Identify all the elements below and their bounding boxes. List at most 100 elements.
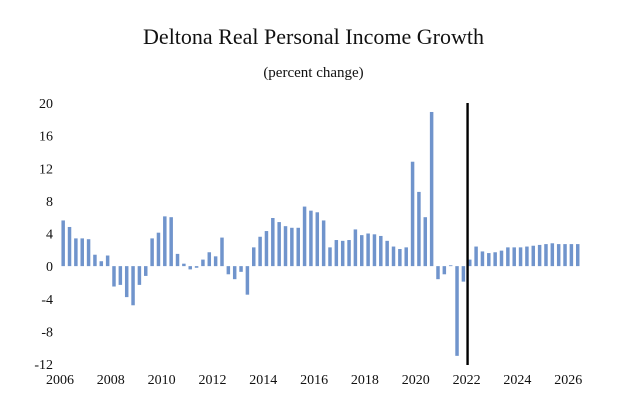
x-tick-label: 2010	[148, 373, 176, 388]
bar	[506, 247, 510, 267]
x-tick-label: 2018	[351, 373, 379, 388]
bar	[423, 217, 428, 267]
bar	[321, 220, 326, 267]
bar	[232, 266, 237, 280]
bar	[239, 266, 243, 272]
bar	[124, 266, 129, 298]
bar	[575, 244, 580, 267]
bar	[93, 254, 97, 267]
y-tick-label: -8	[41, 325, 53, 340]
bar	[245, 266, 250, 295]
bar	[277, 222, 281, 267]
bar	[226, 266, 231, 275]
bar	[550, 243, 555, 267]
bar	[537, 244, 542, 267]
chart-title: Deltona Real Personal Income Growth	[143, 24, 484, 49]
bar	[67, 226, 72, 267]
bar	[340, 240, 345, 267]
bar	[372, 234, 377, 267]
bar	[544, 244, 548, 267]
bar	[201, 259, 205, 267]
bar	[480, 251, 485, 267]
y-tick-label: 0	[46, 260, 53, 275]
bar	[518, 247, 523, 267]
bar	[347, 240, 351, 267]
bar	[182, 263, 186, 267]
bar	[366, 233, 370, 267]
x-tick-label: 2014	[249, 373, 277, 388]
bar	[86, 239, 91, 267]
bar	[80, 238, 84, 267]
bar	[410, 161, 415, 267]
bar	[487, 253, 491, 267]
bar	[455, 266, 459, 356]
bar	[353, 229, 358, 267]
x-tick-label: 2006	[46, 373, 74, 388]
bar	[213, 256, 218, 267]
bar	[283, 226, 288, 267]
bar	[468, 259, 472, 267]
y-tick-label: 20	[39, 97, 53, 112]
y-tick-label: 8	[46, 195, 53, 210]
bar	[105, 255, 110, 267]
bar	[398, 249, 402, 267]
bar	[302, 206, 307, 267]
y-tick-label: -12	[34, 358, 53, 373]
bar	[531, 245, 536, 267]
bar	[150, 238, 154, 267]
bar	[391, 246, 396, 267]
y-tick-label: 4	[46, 228, 53, 243]
x-tick-label: 2016	[300, 373, 328, 388]
bar	[493, 252, 497, 267]
y-tick-label: -4	[41, 293, 53, 308]
bar	[315, 212, 320, 267]
bar	[194, 266, 199, 268]
bar	[271, 218, 275, 267]
bar	[156, 232, 161, 267]
bar	[436, 266, 440, 280]
bar	[61, 220, 65, 267]
bar	[309, 210, 313, 267]
bar	[334, 240, 339, 267]
bar	[429, 111, 434, 267]
bar	[163, 216, 167, 267]
bar	[379, 235, 383, 267]
bar	[474, 246, 478, 267]
bar	[74, 238, 78, 267]
x-tick-label: 2022	[453, 373, 481, 388]
bar	[404, 247, 408, 267]
bar	[385, 240, 389, 267]
bar	[525, 246, 529, 267]
y-tick-label: 16	[39, 130, 53, 145]
x-tick-label: 2020	[402, 373, 430, 388]
bar	[328, 247, 332, 267]
bar	[144, 266, 148, 276]
bar	[112, 266, 116, 287]
bar	[360, 235, 364, 267]
bar	[461, 266, 466, 282]
bar	[512, 247, 516, 267]
bar	[569, 244, 574, 267]
bar	[448, 265, 453, 267]
bar	[499, 250, 504, 267]
x-tick-label: 2008	[97, 373, 125, 388]
bar	[264, 231, 269, 267]
bar	[290, 227, 294, 267]
bar	[137, 266, 142, 285]
bar	[207, 252, 212, 267]
bar	[118, 266, 123, 285]
bar	[169, 217, 173, 267]
bar	[188, 266, 192, 270]
bar	[99, 261, 104, 267]
bar	[442, 266, 447, 275]
bar	[417, 191, 421, 267]
bar	[563, 244, 567, 267]
chart-subtitle: (percent change)	[263, 65, 364, 81]
bar	[175, 253, 180, 267]
x-tick-label: 2024	[503, 373, 531, 388]
y-tick-label: 12	[39, 162, 53, 177]
bar	[252, 247, 256, 267]
bar	[556, 244, 561, 267]
x-tick-label: 2026	[554, 373, 582, 388]
